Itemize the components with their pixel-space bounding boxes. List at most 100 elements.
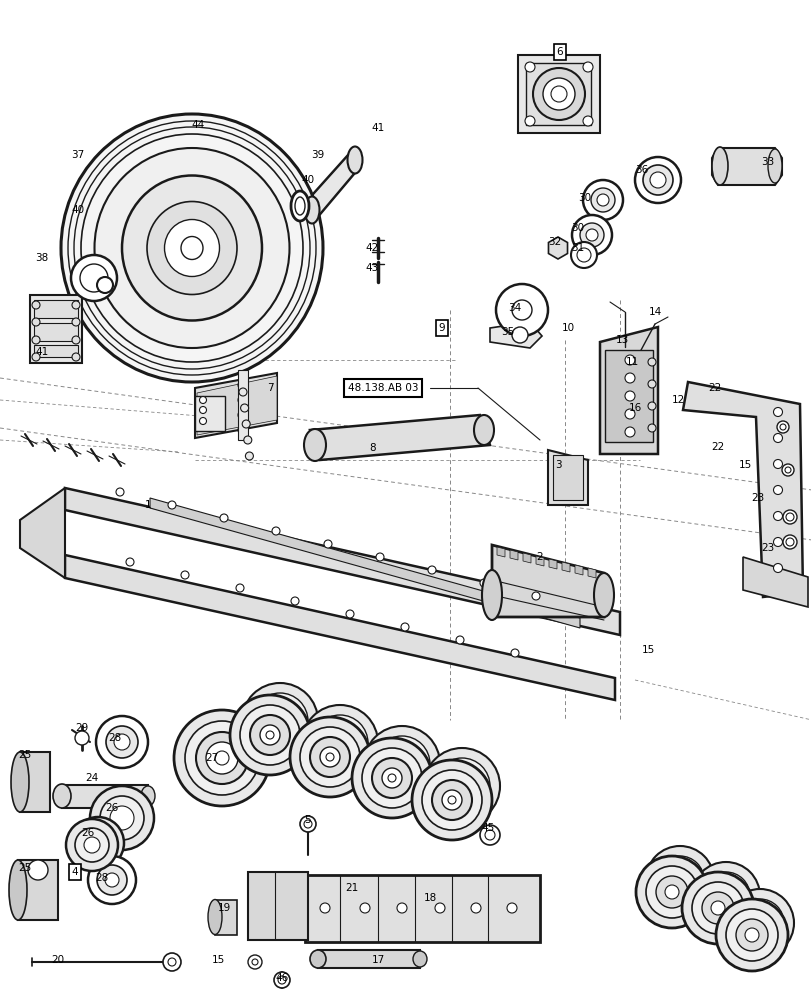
Text: 1: 1 xyxy=(144,500,151,510)
Text: 29: 29 xyxy=(75,723,88,733)
Circle shape xyxy=(681,872,753,944)
Text: 48.138.AB 03: 48.138.AB 03 xyxy=(347,383,418,393)
Text: 13: 13 xyxy=(615,335,628,345)
Circle shape xyxy=(351,738,431,818)
Text: 43: 43 xyxy=(365,263,378,273)
Circle shape xyxy=(655,876,687,908)
Circle shape xyxy=(710,901,724,915)
Circle shape xyxy=(245,452,253,460)
Circle shape xyxy=(782,510,796,524)
Text: 37: 37 xyxy=(71,150,84,160)
Circle shape xyxy=(238,380,247,390)
Polygon shape xyxy=(150,498,579,628)
Text: 6: 6 xyxy=(556,47,563,57)
Circle shape xyxy=(423,748,500,824)
Circle shape xyxy=(114,734,130,750)
Text: 30: 30 xyxy=(571,223,584,233)
Ellipse shape xyxy=(74,127,310,369)
Polygon shape xyxy=(711,148,781,185)
Text: 41: 41 xyxy=(371,123,384,133)
Circle shape xyxy=(664,885,678,899)
Circle shape xyxy=(590,188,614,212)
Circle shape xyxy=(66,819,118,871)
Circle shape xyxy=(525,62,534,72)
Circle shape xyxy=(238,410,247,420)
Circle shape xyxy=(247,955,262,969)
Bar xyxy=(195,396,225,431)
Circle shape xyxy=(431,780,471,820)
Circle shape xyxy=(582,62,592,72)
Circle shape xyxy=(324,540,332,548)
Ellipse shape xyxy=(347,147,362,174)
Text: 28: 28 xyxy=(95,873,109,883)
Text: 24: 24 xyxy=(85,773,98,783)
Circle shape xyxy=(532,68,584,120)
Circle shape xyxy=(773,564,782,572)
Polygon shape xyxy=(18,860,58,920)
Circle shape xyxy=(88,856,135,904)
Polygon shape xyxy=(20,488,65,578)
Circle shape xyxy=(512,327,527,343)
Polygon shape xyxy=(561,562,569,572)
Text: 27: 27 xyxy=(205,753,218,763)
Ellipse shape xyxy=(310,950,325,968)
Text: 22: 22 xyxy=(710,442,723,452)
Circle shape xyxy=(242,683,318,759)
Circle shape xyxy=(81,826,115,860)
Ellipse shape xyxy=(181,236,203,259)
Circle shape xyxy=(715,899,787,971)
Ellipse shape xyxy=(474,415,493,445)
Circle shape xyxy=(363,726,440,802)
Text: 7: 7 xyxy=(266,383,273,393)
Text: 41: 41 xyxy=(36,347,49,357)
Circle shape xyxy=(238,388,247,396)
Circle shape xyxy=(725,889,793,957)
Circle shape xyxy=(642,165,672,195)
Circle shape xyxy=(785,538,793,546)
Circle shape xyxy=(320,903,329,913)
Circle shape xyxy=(785,513,793,521)
Bar xyxy=(238,370,247,440)
Ellipse shape xyxy=(53,784,71,808)
Circle shape xyxy=(100,796,144,840)
Bar xyxy=(215,900,237,935)
Circle shape xyxy=(290,597,298,605)
Circle shape xyxy=(80,264,108,292)
Text: 23: 23 xyxy=(750,493,764,503)
Ellipse shape xyxy=(165,220,219,276)
Ellipse shape xyxy=(141,786,155,806)
Polygon shape xyxy=(574,565,582,575)
Circle shape xyxy=(72,301,80,309)
Circle shape xyxy=(427,566,436,574)
Ellipse shape xyxy=(767,149,781,183)
Polygon shape xyxy=(599,327,657,454)
Circle shape xyxy=(75,731,89,745)
Text: 46: 46 xyxy=(275,973,288,983)
Text: 28: 28 xyxy=(108,733,122,743)
Circle shape xyxy=(691,862,759,930)
Circle shape xyxy=(691,882,743,934)
Circle shape xyxy=(735,919,767,951)
Circle shape xyxy=(163,953,181,971)
Circle shape xyxy=(456,636,463,644)
Circle shape xyxy=(744,928,758,942)
Polygon shape xyxy=(742,557,807,607)
Circle shape xyxy=(362,748,422,808)
Circle shape xyxy=(200,418,206,424)
Text: 12: 12 xyxy=(671,395,684,405)
Circle shape xyxy=(325,753,333,761)
Circle shape xyxy=(242,420,250,428)
Circle shape xyxy=(105,873,119,887)
Text: 34: 34 xyxy=(508,303,521,313)
Circle shape xyxy=(411,760,491,840)
Circle shape xyxy=(444,768,479,804)
Circle shape xyxy=(702,892,733,924)
Polygon shape xyxy=(65,488,620,635)
Polygon shape xyxy=(522,553,530,563)
Circle shape xyxy=(582,180,622,220)
Circle shape xyxy=(635,856,707,928)
Circle shape xyxy=(32,318,40,326)
Polygon shape xyxy=(491,545,603,617)
Circle shape xyxy=(506,903,517,913)
Circle shape xyxy=(596,194,608,206)
